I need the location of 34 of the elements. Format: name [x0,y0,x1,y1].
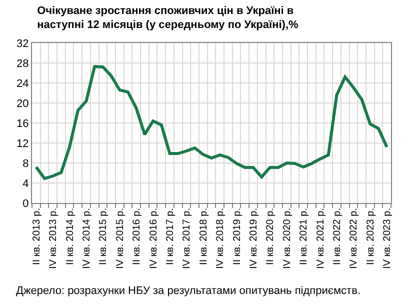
x-tick-label: IV кв. 2018 р. [215,208,226,269]
y-tick-label: 28 [16,58,29,70]
x-tick-label: II кв. 2023 р. [365,208,376,265]
x-tick-label: IV кв. 2021 р. [315,208,326,269]
x-tick-label: II кв. 2017 р. [165,208,176,265]
x-tick-label: II кв. 2018 р. [198,208,210,265]
x-tick-label: IV кв. 2020 р. [282,208,293,269]
y-tick-label: 32 [16,38,29,50]
y-tick-label: 4 [22,178,29,190]
line-series [34,65,388,180]
x-tick-label: II кв. 2022 р. [332,208,343,265]
x-tick-label: IV кв. 2013 р. [48,208,60,269]
y-tick-label: 20 [16,98,29,110]
x-tick-label: IV кв. 2023 р. [382,208,394,269]
chart-title: Очікуване зростання споживчих цін в Україні в наступні 12 місяців (у середньому по Україні),% [37,4,299,32]
x-tick-label: IV кв. 2016 р. [148,208,160,269]
x-tick-label: II кв. 2021 р. [298,208,310,265]
x-tick-label: II кв. 2013 р. [31,208,42,265]
x-tick-label: IV кв. 2019 р. [248,208,260,269]
text: Джерело: розрахунки НБУ за результатами опитувань підприємств. [16,285,360,297]
y-tick-label: 16 [16,118,29,130]
y-tick-label: 0 [22,198,29,210]
x-tick-label: II кв. 2014 р. [64,208,76,265]
y-tick-label: 12 [16,138,29,150]
x-tick-label: II кв. 2020 р. [265,208,276,265]
x-tick-label: II кв. 2015 р. [98,208,110,265]
y-tick-label: 24 [16,78,29,90]
x-tick-label: II кв. 2016 р. [132,208,143,265]
y-tick-label: 8 [22,158,29,170]
x-tick-label: II кв. 2019 р. [232,208,243,265]
x-tick-label: IV кв. 2022 р. [348,208,360,269]
x-tick-label: IV кв. 2015 р. [114,208,126,269]
x-tick-label: IV кв. 2014 р. [82,208,93,269]
x-tick-label: IV кв. 2017 р. [182,208,193,269]
